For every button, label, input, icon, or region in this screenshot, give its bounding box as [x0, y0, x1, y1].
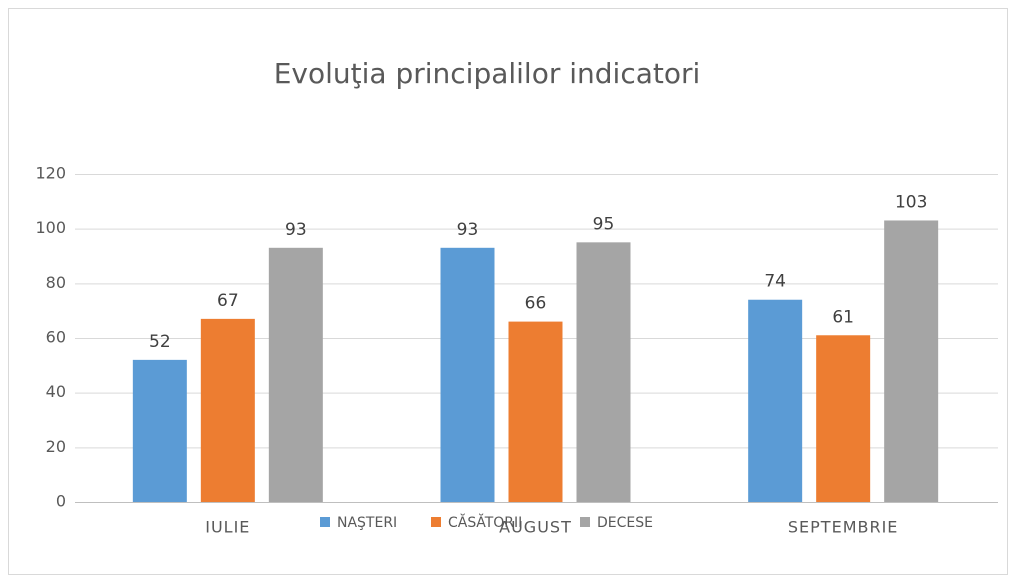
x-tick-label: SEPTEMBRIE — [788, 518, 899, 537]
legend-swatch — [431, 517, 441, 527]
bar — [884, 220, 939, 502]
y-tick-label: 80 — [46, 273, 66, 292]
bar — [576, 242, 631, 503]
y-tick-label: 0 — [56, 492, 66, 511]
data-label: 93 — [285, 220, 307, 240]
legend-label: CĂSĂTORII — [448, 513, 522, 531]
y-tick-label: 40 — [46, 382, 66, 401]
y-tick-label: 100 — [35, 218, 66, 237]
data-label: 93 — [457, 220, 479, 240]
data-label: 66 — [525, 294, 547, 314]
bar — [132, 359, 187, 502]
y-tick-label: 60 — [46, 328, 66, 347]
x-tick-label: AUGUST — [499, 518, 572, 537]
bar — [508, 321, 563, 502]
bar — [268, 247, 323, 502]
chart-title: Evoluţia principalilor indicatori — [274, 57, 701, 90]
bar — [440, 247, 495, 502]
data-label: 74 — [764, 272, 786, 292]
data-label: 52 — [149, 332, 171, 352]
y-tick-label: 20 — [46, 437, 66, 456]
bar — [816, 335, 871, 502]
bar — [200, 318, 255, 502]
y-tick-label: 120 — [35, 164, 66, 183]
x-tick-label: IULIE — [205, 518, 250, 537]
legend-label: DECESE — [597, 515, 653, 531]
legend-swatch — [580, 517, 590, 527]
bar — [748, 299, 803, 502]
data-label: 67 — [217, 291, 239, 311]
data-label: 61 — [832, 307, 854, 327]
legend-label: NAŞTERI — [337, 515, 397, 531]
data-label: 103 — [895, 192, 927, 212]
legend-swatch — [320, 517, 330, 527]
data-label: 95 — [593, 214, 615, 234]
